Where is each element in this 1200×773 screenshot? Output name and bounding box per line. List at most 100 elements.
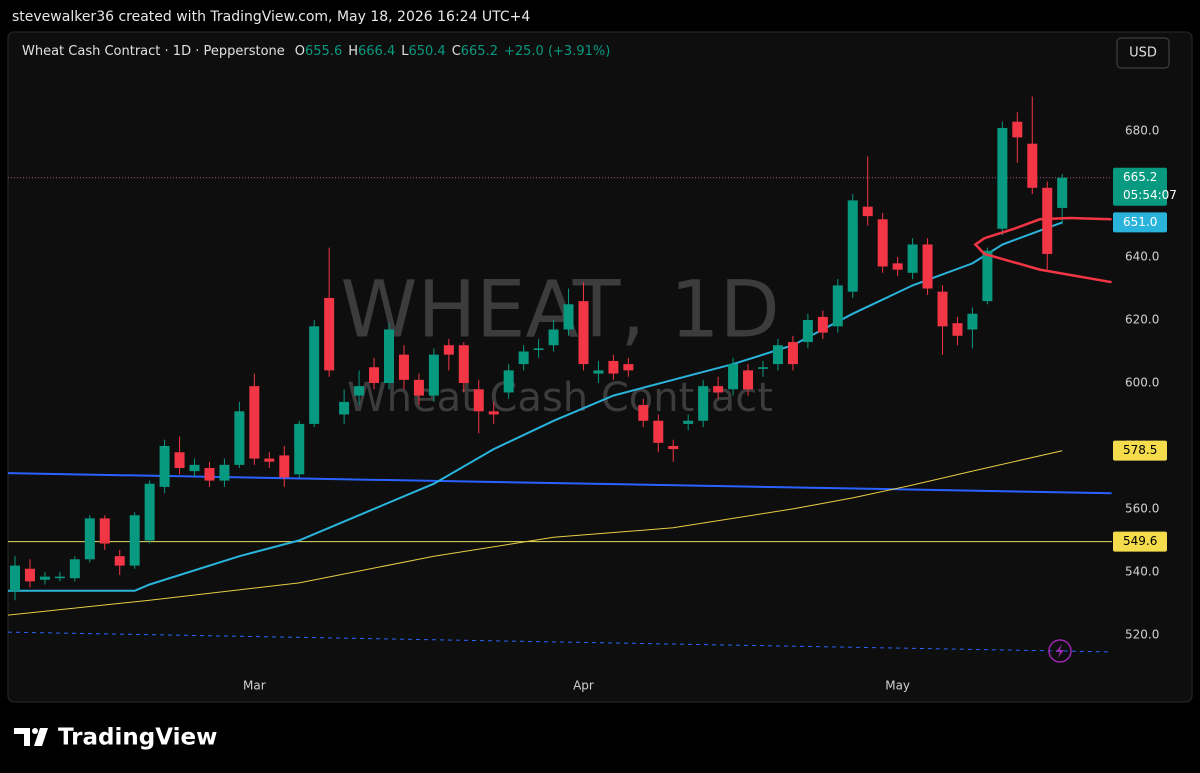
plot bbox=[8, 96, 1112, 653]
candle-body bbox=[294, 423, 305, 475]
candle-body bbox=[144, 483, 155, 541]
candle-body bbox=[578, 301, 589, 365]
candle-body bbox=[743, 370, 754, 390]
candle-body bbox=[189, 464, 200, 472]
candle-body bbox=[69, 559, 80, 579]
candle-body bbox=[369, 367, 380, 383]
candle-body bbox=[39, 576, 50, 580]
alert-icon[interactable] bbox=[1048, 639, 1072, 663]
ohlc-letter: H bbox=[348, 44, 358, 59]
y-tick-label: 600.0 bbox=[1125, 375, 1159, 389]
trend-line bbox=[8, 472, 1112, 495]
candle-body bbox=[503, 370, 514, 393]
candle-body bbox=[413, 379, 424, 396]
candle-body bbox=[1057, 177, 1068, 208]
price-label: 578.5 bbox=[1123, 443, 1157, 457]
ohlc-value: 666.4 bbox=[358, 44, 395, 59]
ohlc-value: 665.2 bbox=[461, 44, 498, 59]
candle-body bbox=[398, 354, 409, 380]
candle-body bbox=[309, 326, 320, 424]
ohlc-value: 655.6 bbox=[305, 44, 342, 59]
candle-body bbox=[907, 244, 918, 273]
candle-body bbox=[354, 386, 365, 396]
ohlc-letter: L bbox=[401, 44, 409, 59]
candle-body bbox=[473, 389, 484, 412]
candle-body bbox=[159, 445, 170, 487]
x-tick-label: May bbox=[885, 679, 910, 693]
x-tick-label: Apr bbox=[573, 679, 594, 693]
candle-body bbox=[249, 386, 260, 459]
price-label-box bbox=[1113, 440, 1167, 461]
candle-body bbox=[324, 297, 335, 371]
candle-body bbox=[384, 329, 394, 383]
candle-body bbox=[279, 455, 290, 478]
candle-body bbox=[623, 364, 634, 371]
candle-body bbox=[877, 219, 888, 267]
candle-body bbox=[84, 518, 95, 560]
candle-body bbox=[653, 420, 664, 443]
price-label-box bbox=[1113, 531, 1167, 552]
candle-body bbox=[608, 360, 619, 374]
candle-body bbox=[1027, 143, 1038, 188]
currency[interactable]: USD bbox=[1129, 46, 1157, 61]
candle-body bbox=[772, 345, 783, 365]
footer-brand: TradingView bbox=[58, 725, 217, 751]
candle-body bbox=[967, 313, 978, 330]
candle-body bbox=[802, 320, 813, 343]
candle-body bbox=[982, 250, 993, 302]
candle-body bbox=[219, 464, 230, 481]
candle-body bbox=[24, 568, 35, 582]
price-label: 665.2 bbox=[1123, 170, 1157, 184]
candle-body bbox=[548, 329, 559, 346]
symbol: Wheat Cash Contract · 1D · Pepperstone bbox=[22, 44, 285, 59]
candle-body bbox=[114, 556, 125, 566]
candle-body bbox=[952, 323, 963, 336]
y-tick-label: 540.0 bbox=[1125, 564, 1159, 578]
ohlc-value: 650.4 bbox=[408, 44, 445, 59]
countdown: 05:54:07 bbox=[1123, 188, 1177, 202]
candle-body bbox=[1012, 121, 1023, 138]
price-label-box bbox=[1113, 167, 1167, 206]
candle-body bbox=[339, 401, 350, 415]
candle-body bbox=[488, 411, 499, 415]
legend: Wheat Cash Contract · 1D · Pepperstone O6… bbox=[22, 44, 610, 59]
candle-body bbox=[10, 565, 20, 591]
candle-body bbox=[892, 263, 903, 270]
watermark: WHEAT, 1D bbox=[340, 265, 779, 355]
candle-body bbox=[937, 291, 948, 327]
candle-body bbox=[174, 452, 185, 468]
candle-body bbox=[533, 348, 544, 350]
candle-body bbox=[713, 386, 724, 393]
candle-body bbox=[817, 316, 828, 333]
candle-body bbox=[54, 576, 65, 579]
price-label: 549.6 bbox=[1123, 534, 1157, 548]
candle-body bbox=[563, 304, 574, 330]
y-tick-label: 620.0 bbox=[1125, 313, 1159, 327]
candle-body bbox=[862, 206, 873, 217]
ohlc-letter: O bbox=[295, 44, 305, 59]
candle-body bbox=[99, 518, 110, 544]
y-tick-label: 560.0 bbox=[1125, 501, 1159, 515]
drawing bbox=[973, 216, 1112, 284]
candle-body bbox=[922, 244, 933, 289]
y-tick-label: 640.0 bbox=[1125, 250, 1159, 264]
change: +25.0 (+3.91%) bbox=[504, 44, 610, 59]
candle-body bbox=[1042, 187, 1053, 254]
currency-box[interactable] bbox=[1116, 37, 1170, 69]
candle-body bbox=[593, 370, 604, 374]
candle-body bbox=[264, 458, 275, 462]
candle-body bbox=[832, 285, 843, 327]
price-label: 651.0 bbox=[1123, 215, 1157, 229]
moving-average bbox=[8, 450, 1063, 616]
candle-body bbox=[997, 127, 1008, 229]
candle-body bbox=[728, 364, 739, 390]
candle-body bbox=[204, 467, 215, 481]
candle-body bbox=[518, 351, 529, 365]
trend-line bbox=[8, 631, 1112, 653]
candle-body bbox=[234, 411, 245, 465]
candle-body bbox=[443, 345, 454, 355]
footer-logo bbox=[14, 728, 48, 746]
candle-body bbox=[129, 515, 140, 566]
